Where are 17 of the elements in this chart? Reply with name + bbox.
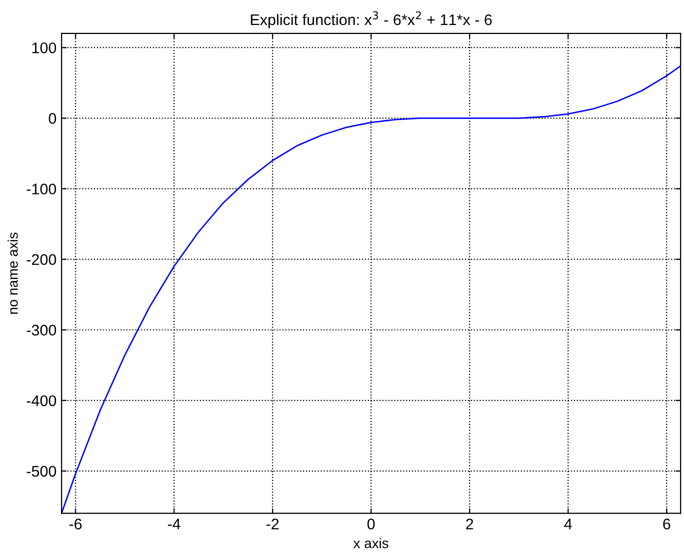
chart-title: Explicit function: x$^{3}$ - 6*x$^{2}$ + 11*x - 6 — [250, 11, 492, 28]
x-axis-title: x axis — [353, 538, 388, 548]
x-tick-label: -2 — [266, 518, 279, 530]
y-tick-label: -200 — [26, 254, 56, 265]
x-tick-label: 2 — [466, 518, 474, 530]
x-tick-label: 0 — [367, 518, 375, 530]
x-tick-label: 6 — [663, 518, 670, 530]
y-tick-label: 0 — [48, 113, 56, 124]
x-tick-label: -4 — [168, 518, 180, 530]
x-tick-label: 4 — [564, 518, 572, 530]
y-tick-label: 100 — [32, 42, 56, 54]
y-tick-label: -500 — [26, 466, 56, 477]
y-tick-label: -100 — [26, 184, 56, 194]
y-tick-label: -300 — [26, 324, 56, 336]
y-axis-title: no name axis — [8, 232, 18, 314]
x-tick-label: -6 — [69, 518, 82, 530]
y-tick-label: -400 — [26, 395, 56, 406]
